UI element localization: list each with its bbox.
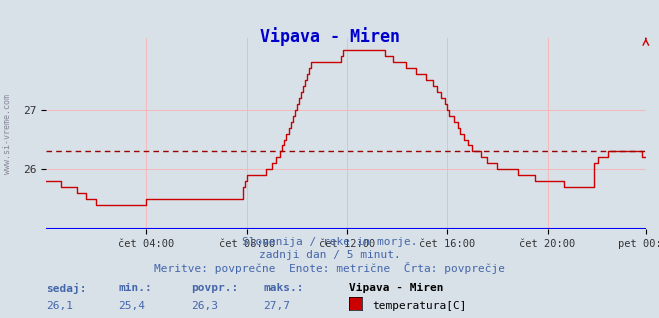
Text: temperatura[C]: temperatura[C] — [372, 301, 467, 310]
Text: www.si-vreme.com: www.si-vreme.com — [3, 93, 12, 174]
Text: 27,7: 27,7 — [264, 301, 291, 310]
Text: Meritve: povprečne  Enote: metrične  Črta: povprečje: Meritve: povprečne Enote: metrične Črta:… — [154, 262, 505, 274]
Text: sedaj:: sedaj: — [46, 283, 86, 294]
Text: 25,4: 25,4 — [119, 301, 146, 310]
Text: 26,1: 26,1 — [46, 301, 73, 310]
Text: povpr.:: povpr.: — [191, 283, 239, 293]
Text: 26,3: 26,3 — [191, 301, 218, 310]
Text: zadnji dan / 5 minut.: zadnji dan / 5 minut. — [258, 250, 401, 259]
Text: Vipava - Miren: Vipava - Miren — [260, 27, 399, 46]
Text: Vipava - Miren: Vipava - Miren — [349, 283, 444, 293]
Text: maks.:: maks.: — [264, 283, 304, 293]
Text: Slovenija / reke in morje.: Slovenija / reke in morje. — [242, 237, 417, 247]
Text: min.:: min.: — [119, 283, 152, 293]
